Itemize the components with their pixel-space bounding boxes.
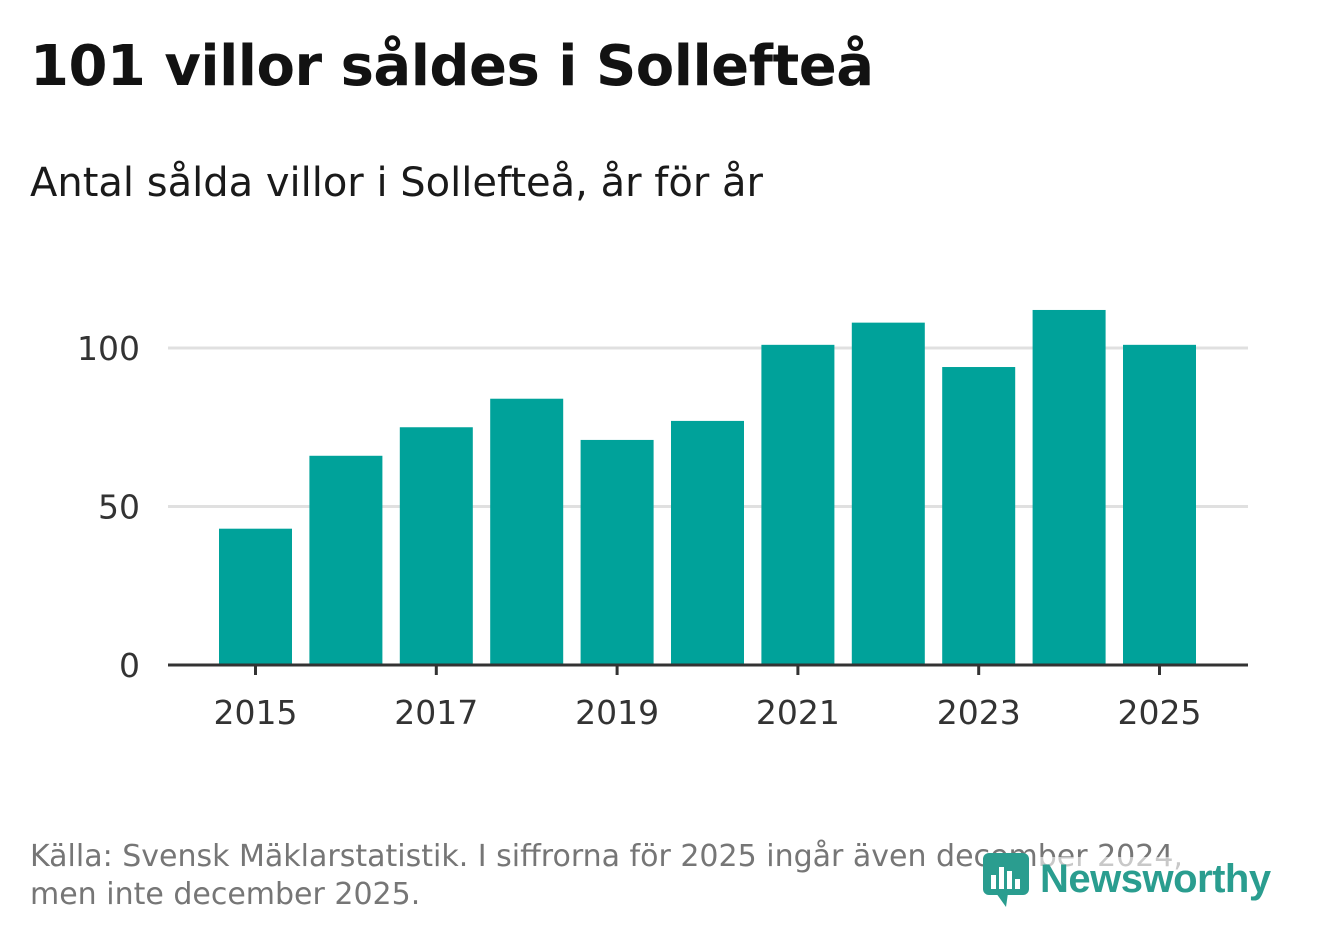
bar-chart: 0 50 100 2015 2017 2019 2021 2023 2025 — [77, 309, 1248, 732]
bars — [219, 309, 1196, 665]
bar-2022 — [851, 322, 925, 665]
bar-2023 — [942, 367, 1016, 665]
chart-title: 101 villor såldes i Sollefteå — [30, 34, 874, 99]
y-tick-label: 100 — [77, 329, 140, 368]
source-note-line-2: men inte december 2025. — [30, 877, 421, 912]
bar-2020 — [671, 420, 744, 665]
x-tick-label: 2015 — [214, 693, 298, 732]
x-tick-label: 2019 — [575, 693, 659, 732]
y-tick-label: 0 — [119, 646, 140, 685]
x-tick-label: 2025 — [1118, 693, 1202, 732]
bar-2021 — [761, 344, 835, 665]
bar-2016 — [309, 455, 383, 665]
axes: 0 50 100 2015 2017 2019 2021 2023 2025 — [77, 329, 1248, 732]
chart-subtitle: Antal sålda villor i Sollefteå, år för å… — [30, 160, 763, 206]
x-tick-label: 2023 — [937, 693, 1021, 732]
newsworthy-logo[interactable]: Newsworthy — [982, 848, 1292, 910]
bar-2025 — [1123, 344, 1196, 665]
bar-2018 — [490, 398, 564, 665]
y-tick-label: 50 — [98, 488, 140, 527]
bar-chart-speech-bubble-icon — [983, 853, 1029, 907]
bar-2024 — [1032, 309, 1106, 665]
bar-2015 — [219, 528, 292, 665]
x-tick-label: 2017 — [394, 693, 478, 732]
bar-2019 — [580, 439, 654, 665]
x-tick-label: 2021 — [756, 693, 840, 732]
bar-2017 — [399, 427, 473, 665]
logo-text: Newsworthy — [1040, 856, 1271, 902]
